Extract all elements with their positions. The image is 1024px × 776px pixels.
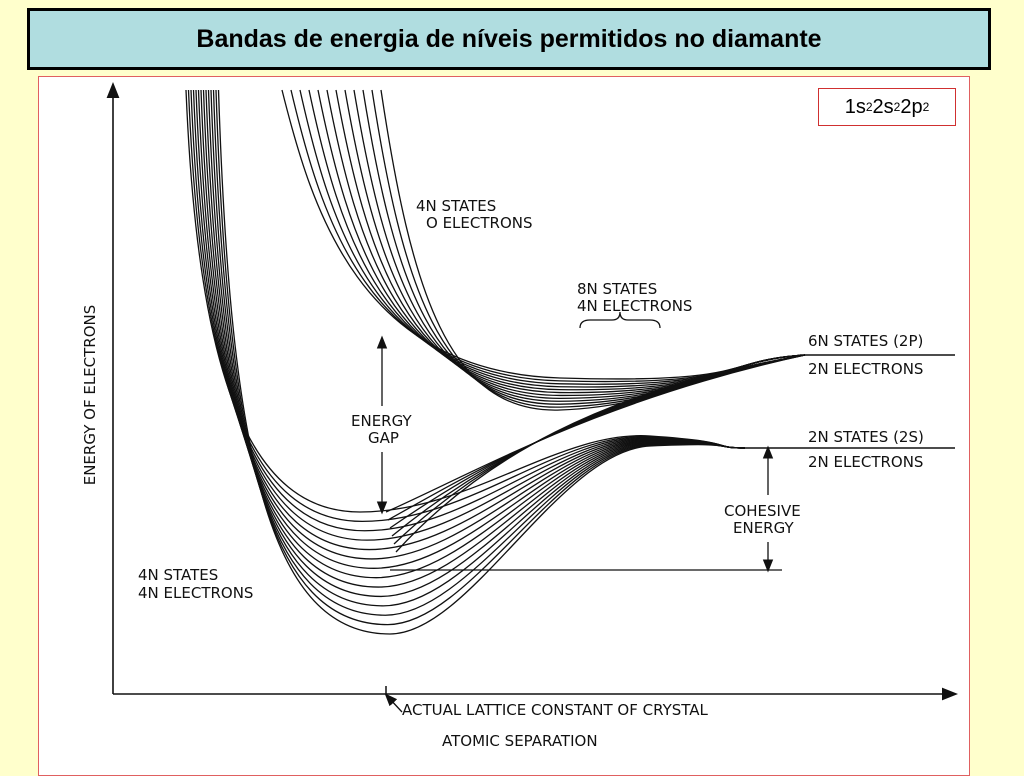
- upper-band-curve: [362, 89, 806, 405]
- lower-band-curve: [215, 89, 746, 626]
- level-2s-label-1: 2N STATES (2S): [808, 428, 924, 446]
- upper-band-curve: [299, 89, 806, 385]
- config-2s: 2s: [872, 95, 894, 118]
- brace-label-1: 8N STATES: [577, 280, 657, 298]
- upper-band-curve: [353, 89, 806, 402]
- lattice-label: ACTUAL LATTICE CONSTANT OF CRYSTAL: [402, 701, 709, 719]
- gap-label-2: GAP: [368, 429, 399, 447]
- gap-label-1: ENERGY: [351, 412, 412, 430]
- upper-band-curve: [290, 89, 806, 383]
- lower-band-curve: [200, 89, 746, 569]
- upper-band-curve: [281, 89, 806, 380]
- lower-band-curves: [185, 89, 806, 635]
- lower-band-curve: [195, 89, 746, 551]
- level-2p-label-2: 2N ELECTRONS: [808, 360, 923, 378]
- lower-band-curve: [212, 89, 746, 616]
- slide-title: Bandas de energia de níveis permitidos n…: [196, 24, 822, 53]
- config-1s: 1s: [844, 95, 866, 118]
- lower-band-label-1: 4N STATES: [138, 566, 218, 584]
- config-2p: 2p: [900, 95, 923, 118]
- upper-band-curve: [344, 89, 806, 400]
- level-2p-label-1: 6N STATES (2P): [808, 332, 923, 350]
- upper-band-curve: [335, 89, 806, 397]
- upper-band-curve: [326, 89, 806, 394]
- brace: [579, 311, 661, 329]
- upper-band-curve: [317, 89, 806, 391]
- level-2s-label-2: 2N ELECTRONS: [808, 453, 923, 471]
- upper-band-label-1: 4N STATES: [416, 197, 496, 215]
- x-axis-label: ATOMIC SEPARATION: [442, 732, 598, 750]
- upper-band-curve: [308, 89, 806, 388]
- lower-band-label-2: 4N ELECTRONS: [138, 584, 253, 602]
- lower-band-curve: [217, 89, 746, 635]
- cohesive-label-1: COHESIVE: [724, 502, 801, 520]
- config-2p-exp: 2: [922, 100, 930, 114]
- upper-band-curves: [281, 89, 806, 411]
- lattice-pointer: [384, 693, 403, 713]
- brace-label-2: 4N ELECTRONS: [577, 297, 692, 315]
- cohesive-label-2: ENERGY: [733, 519, 794, 537]
- electron-configuration: 1s 2 2s 2 2p 2: [818, 88, 956, 126]
- config-1s-exp: 2: [865, 100, 873, 114]
- upper-band-label-2: O ELECTRONS: [426, 214, 533, 232]
- title-banner: Bandas de energia de níveis permitidos n…: [27, 8, 991, 70]
- upper-band-curve: [371, 89, 806, 408]
- y-axis-label: ENERGY OF ELECTRONS: [81, 305, 99, 486]
- upper-band-curve: [380, 89, 806, 411]
- crossover-curve: [395, 354, 806, 553]
- config-2s-exp: 2: [893, 100, 901, 114]
